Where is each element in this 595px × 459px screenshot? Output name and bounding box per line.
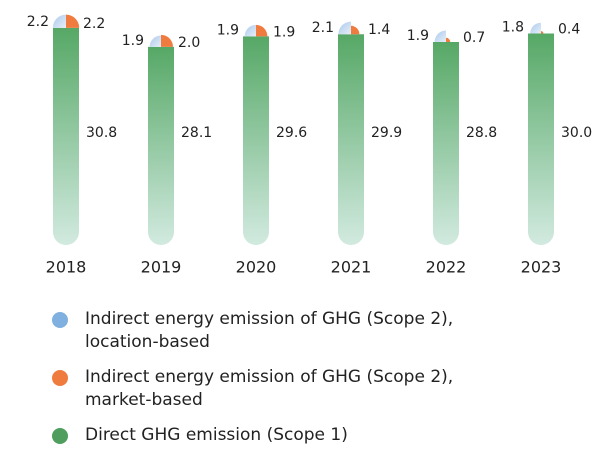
cap-location bbox=[338, 21, 351, 35]
value-label: 2.2 bbox=[27, 14, 49, 30]
value-label: 29.6 bbox=[276, 125, 307, 141]
value-label: 28.1 bbox=[181, 125, 212, 141]
legend-item: Indirect energy emission of GHG (Scope 2… bbox=[52, 308, 522, 354]
bar bbox=[243, 36, 269, 245]
bar bbox=[433, 41, 459, 246]
cap-market bbox=[351, 25, 360, 35]
x-tick-label: 2018 bbox=[46, 258, 87, 277]
value-label: 2.0 bbox=[178, 35, 200, 51]
chart: 30.8 2.2 2.2 2018 28.1 1.9 2.0 2019 29.6 1.9 1.9 20… bbox=[27, 14, 592, 277]
value-label: 30.0 bbox=[561, 125, 592, 141]
cap-location bbox=[52, 14, 66, 28]
legend-swatch bbox=[52, 312, 68, 328]
value-label: 30.8 bbox=[86, 125, 117, 141]
bar bbox=[528, 33, 554, 245]
value-label: 2.2 bbox=[83, 16, 105, 32]
x-tick-label: 2022 bbox=[426, 258, 467, 277]
cap-market bbox=[161, 34, 173, 47]
x-tick-label: 2019 bbox=[141, 258, 182, 277]
cap-location bbox=[530, 22, 541, 34]
legend-item: Indirect energy emission of GHG (Scope 2… bbox=[52, 366, 522, 412]
cap-market bbox=[256, 24, 268, 37]
x-tick-label: 2020 bbox=[236, 258, 277, 277]
cap-market bbox=[446, 37, 451, 42]
legend-swatch bbox=[52, 428, 68, 444]
value-label: 1.9 bbox=[122, 33, 144, 49]
bar bbox=[148, 46, 174, 245]
legend-label: Indirect energy emission of GHG (Scope 2… bbox=[85, 309, 454, 352]
cap-location bbox=[244, 24, 256, 37]
value-label: 1.9 bbox=[217, 22, 239, 38]
legend-label: Indirect energy emission of GHG (Scope 2… bbox=[85, 367, 454, 410]
value-label: 29.9 bbox=[371, 125, 402, 141]
cap-location bbox=[149, 35, 161, 47]
value-label: 0.7 bbox=[463, 30, 485, 46]
cap-market bbox=[66, 14, 80, 28]
x-tick-label: 2021 bbox=[331, 258, 372, 277]
value-label: 2.1 bbox=[312, 20, 334, 36]
x-tick-label: 2023 bbox=[521, 258, 562, 277]
bar bbox=[53, 27, 79, 245]
legend: Indirect energy emission of GHG (Scope 2… bbox=[52, 308, 522, 459]
cap-market bbox=[541, 31, 544, 34]
value-label: 28.8 bbox=[466, 125, 497, 141]
cap-location bbox=[434, 30, 446, 42]
value-label: 1.8 bbox=[502, 20, 524, 36]
bar bbox=[338, 34, 364, 245]
value-label: 0.4 bbox=[558, 22, 580, 38]
value-label: 1.4 bbox=[368, 22, 390, 38]
legend-swatch bbox=[52, 370, 68, 386]
legend-item: Direct GHG emission (Scope 1) bbox=[52, 424, 522, 447]
value-label: 1.9 bbox=[407, 28, 429, 44]
legend-label: Direct GHG emission (Scope 1) bbox=[85, 425, 348, 445]
value-label: 1.9 bbox=[273, 24, 295, 40]
